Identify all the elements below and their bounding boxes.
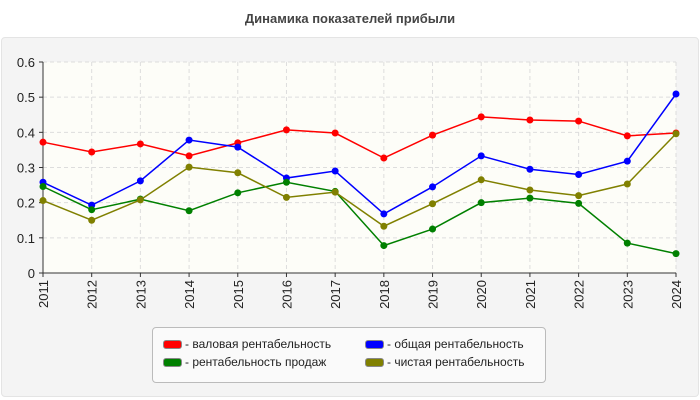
data-point [185,163,193,171]
x-tick-label: 2022 [572,280,587,309]
data-point [136,140,144,148]
series-line-1 [42,93,677,215]
data-point [88,148,96,156]
data-point [136,177,144,185]
data-point [477,176,485,184]
data-point [526,186,534,194]
data-point [429,200,437,208]
data-point [575,171,583,179]
data-point [234,169,242,177]
legend-label: - рентабельность продаж [185,355,327,369]
x-tick-label: 2015 [231,280,246,309]
data-point [623,157,631,165]
series-line-3 [42,133,677,228]
legend-item-total: - общая рентабельность [365,337,524,351]
data-point [429,225,437,233]
legend-item-sales: - рентабельность продаж [163,355,326,369]
legend-label: - общая рентабельность [387,337,524,351]
data-point [575,192,583,200]
y-tick-label: 0 [28,266,35,281]
data-point [429,183,437,191]
x-tick-label: 2019 [426,280,441,309]
x-tick-label: 2021 [523,280,538,309]
x-tick-label: 2024 [669,280,684,309]
y-tick-label: 0.1 [17,231,35,246]
series-line-0 [42,116,677,159]
data-point [477,152,485,160]
y-tick-label: 0.5 [17,90,35,105]
legend-swatch [163,357,182,367]
y-tick-label: 0.2 [17,196,35,211]
data-point [380,222,388,230]
legend-swatch [365,357,384,367]
legend-swatch [163,339,182,349]
data-point [331,188,339,196]
data-point [526,165,534,173]
data-point [39,197,47,205]
legend-item-net: - чистая рентабельность [365,355,524,369]
y-tick-label: 0.4 [17,125,35,140]
data-point [672,130,680,138]
data-point [526,194,534,202]
x-tick-label: 2017 [328,280,343,309]
data-point [234,143,242,151]
data-point [331,167,339,175]
data-point [39,138,47,146]
series-line-2 [42,181,677,255]
data-point [672,250,680,258]
data-point [282,193,290,201]
legend-item-gross: - валовая рентабельность [163,337,331,351]
y-tick-label: 0.6 [17,55,35,70]
x-tick-label: 2011 [36,280,51,308]
data-point [88,216,96,224]
chart-title: Динамика показателей прибыли [244,11,456,26]
legend: - валовая рентабельность - общая рентабе… [152,327,546,383]
legend-label: - валовая рентабельность [185,337,332,351]
data-point [575,199,583,207]
data-point [672,90,680,98]
data-point [380,210,388,218]
data-point [575,117,583,125]
data-point [380,242,388,250]
data-point [623,180,631,188]
x-tick-label: 2020 [474,280,489,309]
legend-label: - чистая рентабельность [387,355,525,369]
x-tick-label: 2023 [620,280,635,309]
data-point [282,126,290,134]
data-point [623,239,631,247]
data-point [331,129,339,137]
data-point [185,152,193,160]
legend-swatch [365,339,384,349]
data-point [185,207,193,215]
y-tick-label: 0.3 [17,161,35,176]
data-point [477,113,485,121]
x-tick-label: 2016 [279,280,294,309]
data-point [136,196,144,204]
data-point [282,178,290,186]
x-tick-label: 2014 [182,280,197,309]
x-tick-label: 2018 [377,280,392,309]
data-point [185,136,193,144]
data-point [526,116,534,124]
data-point [477,199,485,207]
x-tick-label: 2013 [133,280,148,309]
data-point [380,154,388,162]
data-point [623,132,631,140]
data-point [88,206,96,214]
data-point [39,182,47,190]
x-tick-label: 2012 [85,280,100,309]
data-point [429,131,437,139]
data-point [234,189,242,197]
